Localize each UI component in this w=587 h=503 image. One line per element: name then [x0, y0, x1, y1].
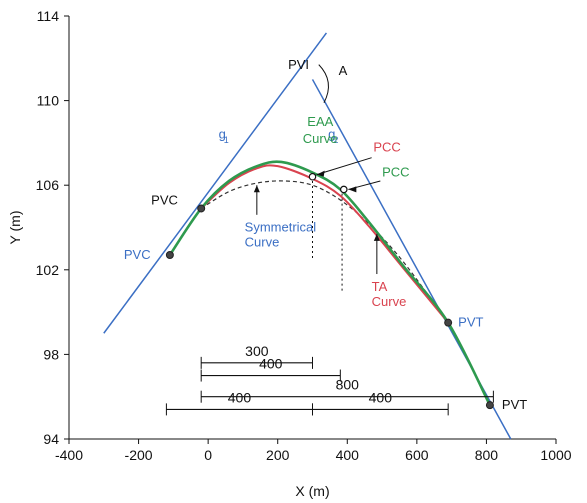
eaa-label-line2: Curve — [303, 131, 338, 146]
point-label-pvc: PVC — [124, 247, 151, 262]
dimension-label: 300 — [245, 343, 269, 359]
angle-arc — [318, 64, 329, 103]
x-tick-label: 1000 — [540, 447, 571, 463]
g2-label: g — [328, 127, 335, 142]
point-pvc — [197, 204, 206, 213]
pcc-green-arrowhead — [348, 186, 357, 193]
eaa-curve-line — [168, 160, 492, 406]
y-tick-label: 114 — [37, 8, 60, 24]
x-tick-label: 600 — [405, 447, 429, 463]
angle-label: A — [339, 63, 348, 78]
pcc-red-arrow — [316, 157, 372, 176]
g2-subscript: 2 — [333, 135, 338, 145]
dimension-label: 400 — [228, 389, 252, 405]
x-tick-label: -400 — [55, 447, 83, 463]
x-axis-title: X (m) — [295, 483, 329, 499]
y-tick-label: 98 — [43, 346, 59, 362]
point-pvc — [165, 250, 174, 259]
point-label-pvt: PVT — [458, 315, 483, 330]
dimension-label: 400 — [369, 389, 393, 405]
ta-curve-line — [200, 164, 449, 324]
pcc-point — [340, 185, 348, 194]
ta-label-line2: Curve — [372, 294, 407, 309]
dimension-label: 400 — [259, 356, 283, 372]
pcc-green-label: PCC — [382, 165, 409, 180]
ta-arrowhead — [373, 233, 380, 241]
pvi-label: PVI — [288, 57, 309, 72]
symmetrical-label-line1: Symmetrical — [245, 220, 317, 235]
axes: -400 -200 0 200 400 600 800 1000949810210611011… — [7, 8, 572, 499]
x-tick-label: 400 — [336, 447, 360, 463]
x-tick-label: 0 — [204, 447, 212, 463]
ta-label-line1: TA — [372, 279, 388, 294]
y-tick-label: 106 — [36, 177, 60, 193]
point-label-pvt: PVT — [502, 397, 527, 412]
dimension-label: 800 — [336, 377, 360, 393]
symmetrical-label-line2: Curve — [245, 235, 280, 250]
symmetrical-arrowhead — [253, 185, 260, 193]
g1-subscript: 1 — [224, 135, 229, 145]
tangent-g1 — [103, 32, 328, 334]
y-tick-label: 102 — [36, 262, 60, 278]
pcc-red-arrowhead — [316, 170, 325, 177]
g1-label: g — [219, 127, 226, 142]
point-pvt — [444, 318, 453, 327]
pcc-red-label: PCC — [373, 139, 400, 154]
point-pvt — [485, 401, 494, 410]
x-tick-label: 200 — [266, 447, 290, 463]
y-axis-title: Y (m) — [7, 211, 23, 245]
y-tick-label: 110 — [37, 93, 60, 109]
pcc-point — [308, 172, 317, 181]
x-tick-label: 800 — [475, 447, 499, 463]
eaa-label-line1: EAA — [307, 114, 333, 129]
x-tick-label: -200 — [125, 447, 153, 463]
point-label-pvc: PVC — [151, 192, 178, 207]
curves — [103, 32, 512, 440]
symmetrical-curve-line — [200, 180, 449, 324]
y-tick-label: 94 — [43, 431, 59, 447]
